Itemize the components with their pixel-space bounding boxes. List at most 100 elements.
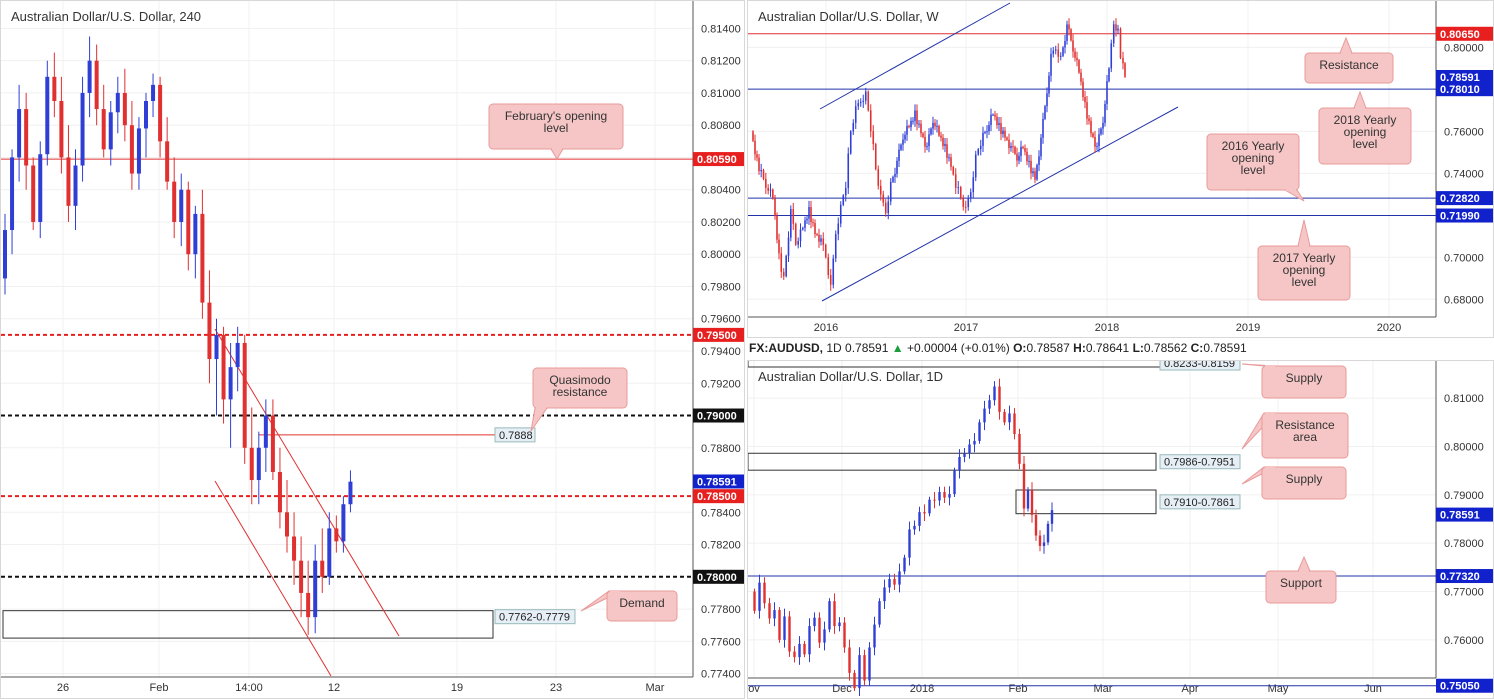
daily-chart-panel[interactable]: 0.81000 0.80000 0.79000 0.78000 0.77000 0.760…	[747, 360, 1494, 699]
candle-body	[1008, 413, 1011, 423]
candle-body	[186, 189, 191, 255]
candle-body	[348, 481, 353, 505]
candle-body	[1026, 489, 1030, 509]
candle-body	[1080, 72, 1082, 82]
candle-body	[858, 655, 861, 689]
candle-body	[249, 447, 254, 481]
candle-body	[1006, 137, 1008, 140]
candle-body	[842, 195, 845, 205]
y-tick-label: 0.81000	[701, 88, 741, 100]
y-tick-label: 0.81400	[701, 23, 741, 35]
yearly-2016-callout-text: level	[1241, 163, 1266, 177]
candle-body	[948, 494, 951, 498]
candle-body	[108, 112, 113, 150]
y-tick-label: 0.80800	[701, 120, 741, 132]
candle-body	[765, 178, 767, 188]
candle-body	[888, 579, 891, 588]
demand-zone-label-box	[494, 609, 576, 625]
demand-callout-tail-join	[610, 590, 620, 593]
candle-body	[839, 204, 842, 224]
supply-upper-callout: Supply	[1241, 363, 1347, 399]
yearly-2016-line-badge-text: 0.72820	[1440, 193, 1480, 205]
quasimodo-callout-text: resistance	[553, 385, 608, 399]
candle-body	[798, 643, 801, 658]
candle-body	[834, 234, 837, 259]
candle-body	[983, 408, 986, 423]
candle-body	[313, 560, 318, 618]
candle-body	[812, 222, 814, 224]
x-tick-label: 23	[550, 682, 562, 694]
candle-body	[932, 122, 934, 129]
candle-body	[320, 560, 325, 577]
x-tick-label: 2016	[814, 322, 838, 334]
candle-body	[129, 125, 134, 174]
candle-body	[778, 610, 781, 640]
channel-bottom-line	[821, 106, 1179, 302]
candle-body	[73, 165, 78, 206]
candle-body	[954, 174, 957, 188]
candle-body	[1003, 411, 1006, 423]
h4-chart-panel[interactable]: 0.814000.812000.810000.808000.806000.804…	[0, 0, 745, 699]
daily-chart-svg[interactable]: 0.81000 0.80000 0.79000 0.78000 0.77000 0.760…	[748, 361, 1494, 699]
candle-body	[783, 616, 786, 640]
channel-top-line	[819, 2, 1011, 110]
candle-body	[792, 209, 795, 224]
candle-body	[772, 189, 774, 199]
candle-body	[1040, 137, 1042, 157]
resistance-callout-text: Resistance	[1319, 58, 1379, 72]
candle-body	[847, 153, 850, 188]
candle-body	[1004, 130, 1006, 138]
candle-body	[818, 617, 821, 643]
y-tick-label: 0.78800	[701, 443, 741, 455]
yearly-2016-callout-tail	[1283, 189, 1305, 202]
candle-body	[948, 157, 950, 159]
candle-body	[918, 512, 921, 526]
yearly-2017-callout-tail	[1297, 219, 1311, 247]
candle-body	[94, 60, 99, 110]
candle-body	[918, 123, 920, 125]
candle-body	[780, 253, 783, 272]
candle-body	[793, 651, 796, 658]
candle-body	[934, 122, 936, 127]
candle-body	[1013, 413, 1016, 435]
candle-body	[1036, 164, 1038, 180]
weekly-chart-panel[interactable]: 0.80000 0.76000 0.74000 0.70000 0.68000 2016 2…	[747, 0, 1494, 338]
h4-chart-svg[interactable]: 0.814000.812000.810000.808000.806000.804…	[1, 1, 745, 699]
yearly-2017-line-badge	[1436, 208, 1493, 223]
quasimodo-callout-tail	[530, 407, 548, 432]
candle-body	[957, 187, 960, 189]
candle-body	[782, 271, 785, 277]
candle-body	[820, 238, 822, 242]
candle-body	[1030, 160, 1032, 174]
daily-current-price-badge	[1436, 507, 1493, 522]
demand-callout-text: Demand	[619, 596, 664, 610]
candle-body	[913, 525, 916, 530]
candle-body	[988, 400, 991, 409]
candle-body	[242, 342, 247, 448]
supply-upper-callout-box	[1261, 365, 1347, 399]
candle-body	[151, 84, 156, 101]
quasimodo-label-box	[494, 427, 536, 443]
candle-body	[1124, 63, 1126, 77]
candle-body	[942, 137, 944, 146]
candle-body	[873, 624, 876, 648]
y-tick-label: 0.74000	[1444, 168, 1484, 180]
y-tick-label: 0.79000	[1444, 490, 1484, 502]
resistance-area-callout-tail-join	[1265, 412, 1275, 415]
candle-body	[953, 470, 956, 495]
candle-body	[993, 386, 996, 401]
y-tick-label: 0.79800	[701, 281, 741, 293]
candle-body	[844, 187, 847, 196]
candle-body	[1028, 160, 1030, 162]
x-tick-label: Mar	[646, 682, 665, 694]
y-tick-label: 0.78400	[701, 507, 741, 519]
candle-body	[943, 492, 946, 498]
x-tick-label: 2018	[910, 683, 934, 695]
level-7850-badge-text: 0.78500	[697, 491, 737, 503]
weekly-chart-svg[interactable]: 0.80000 0.76000 0.74000 0.70000 0.68000 2016 2…	[748, 1, 1494, 338]
candle-body	[1042, 542, 1046, 546]
candle-body	[752, 131, 754, 141]
y-tick-label: 0.80400	[701, 185, 741, 197]
x-tick-label: Jun	[1364, 683, 1382, 695]
